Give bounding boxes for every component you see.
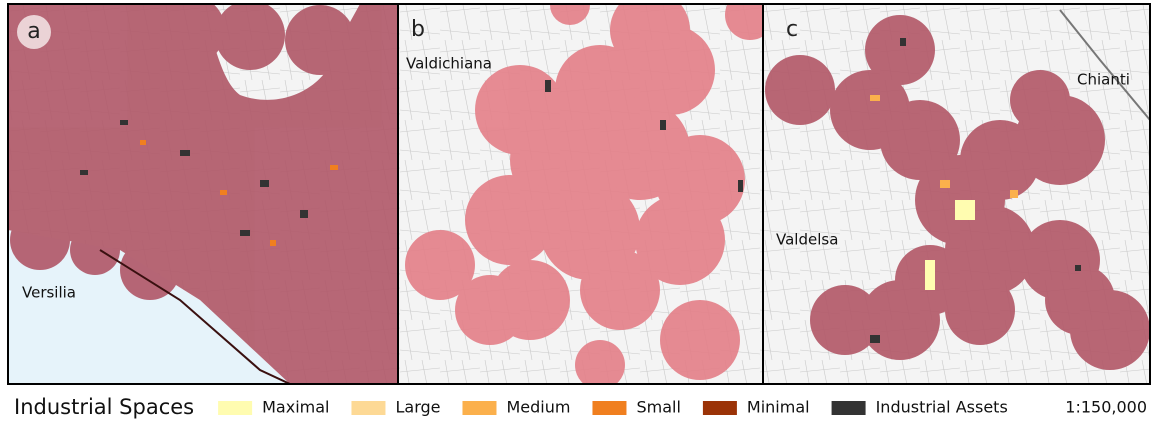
legend-swatch (218, 401, 252, 415)
legend-label: Industrial Assets (876, 398, 1008, 417)
legend-swatch (351, 401, 385, 415)
legend-label: Medium (506, 398, 570, 417)
panel-label: b (411, 17, 425, 42)
place-name: Versilia (22, 284, 76, 302)
legend: Maximal Large Medium Small Minimal Industrial… (218, 398, 1008, 417)
legend-title: Industrial Spaces (14, 395, 194, 419)
scale: 1:150,000 (1065, 398, 1147, 417)
legend-label: Small (636, 398, 680, 417)
panel-label: c (786, 17, 798, 42)
panel-c-map (763, 4, 1150, 384)
legend-label: Large (395, 398, 440, 417)
legend-label: Minimal (747, 398, 810, 417)
legend-swatch (592, 401, 626, 415)
place-name: Chianti (1077, 71, 1130, 89)
panel-a-map (8, 0, 398, 384)
place-name: Valdichiana (406, 55, 492, 73)
figure: a b c Versilia Valdichiana Chianti Valde… (0, 0, 1155, 427)
panel-label: a (27, 19, 40, 44)
place-name: Valdelsa (776, 231, 838, 249)
legend-swatch (703, 401, 737, 415)
legend-swatch (832, 401, 866, 415)
legend-label: Maximal (262, 398, 329, 417)
legend-swatch (462, 401, 496, 415)
